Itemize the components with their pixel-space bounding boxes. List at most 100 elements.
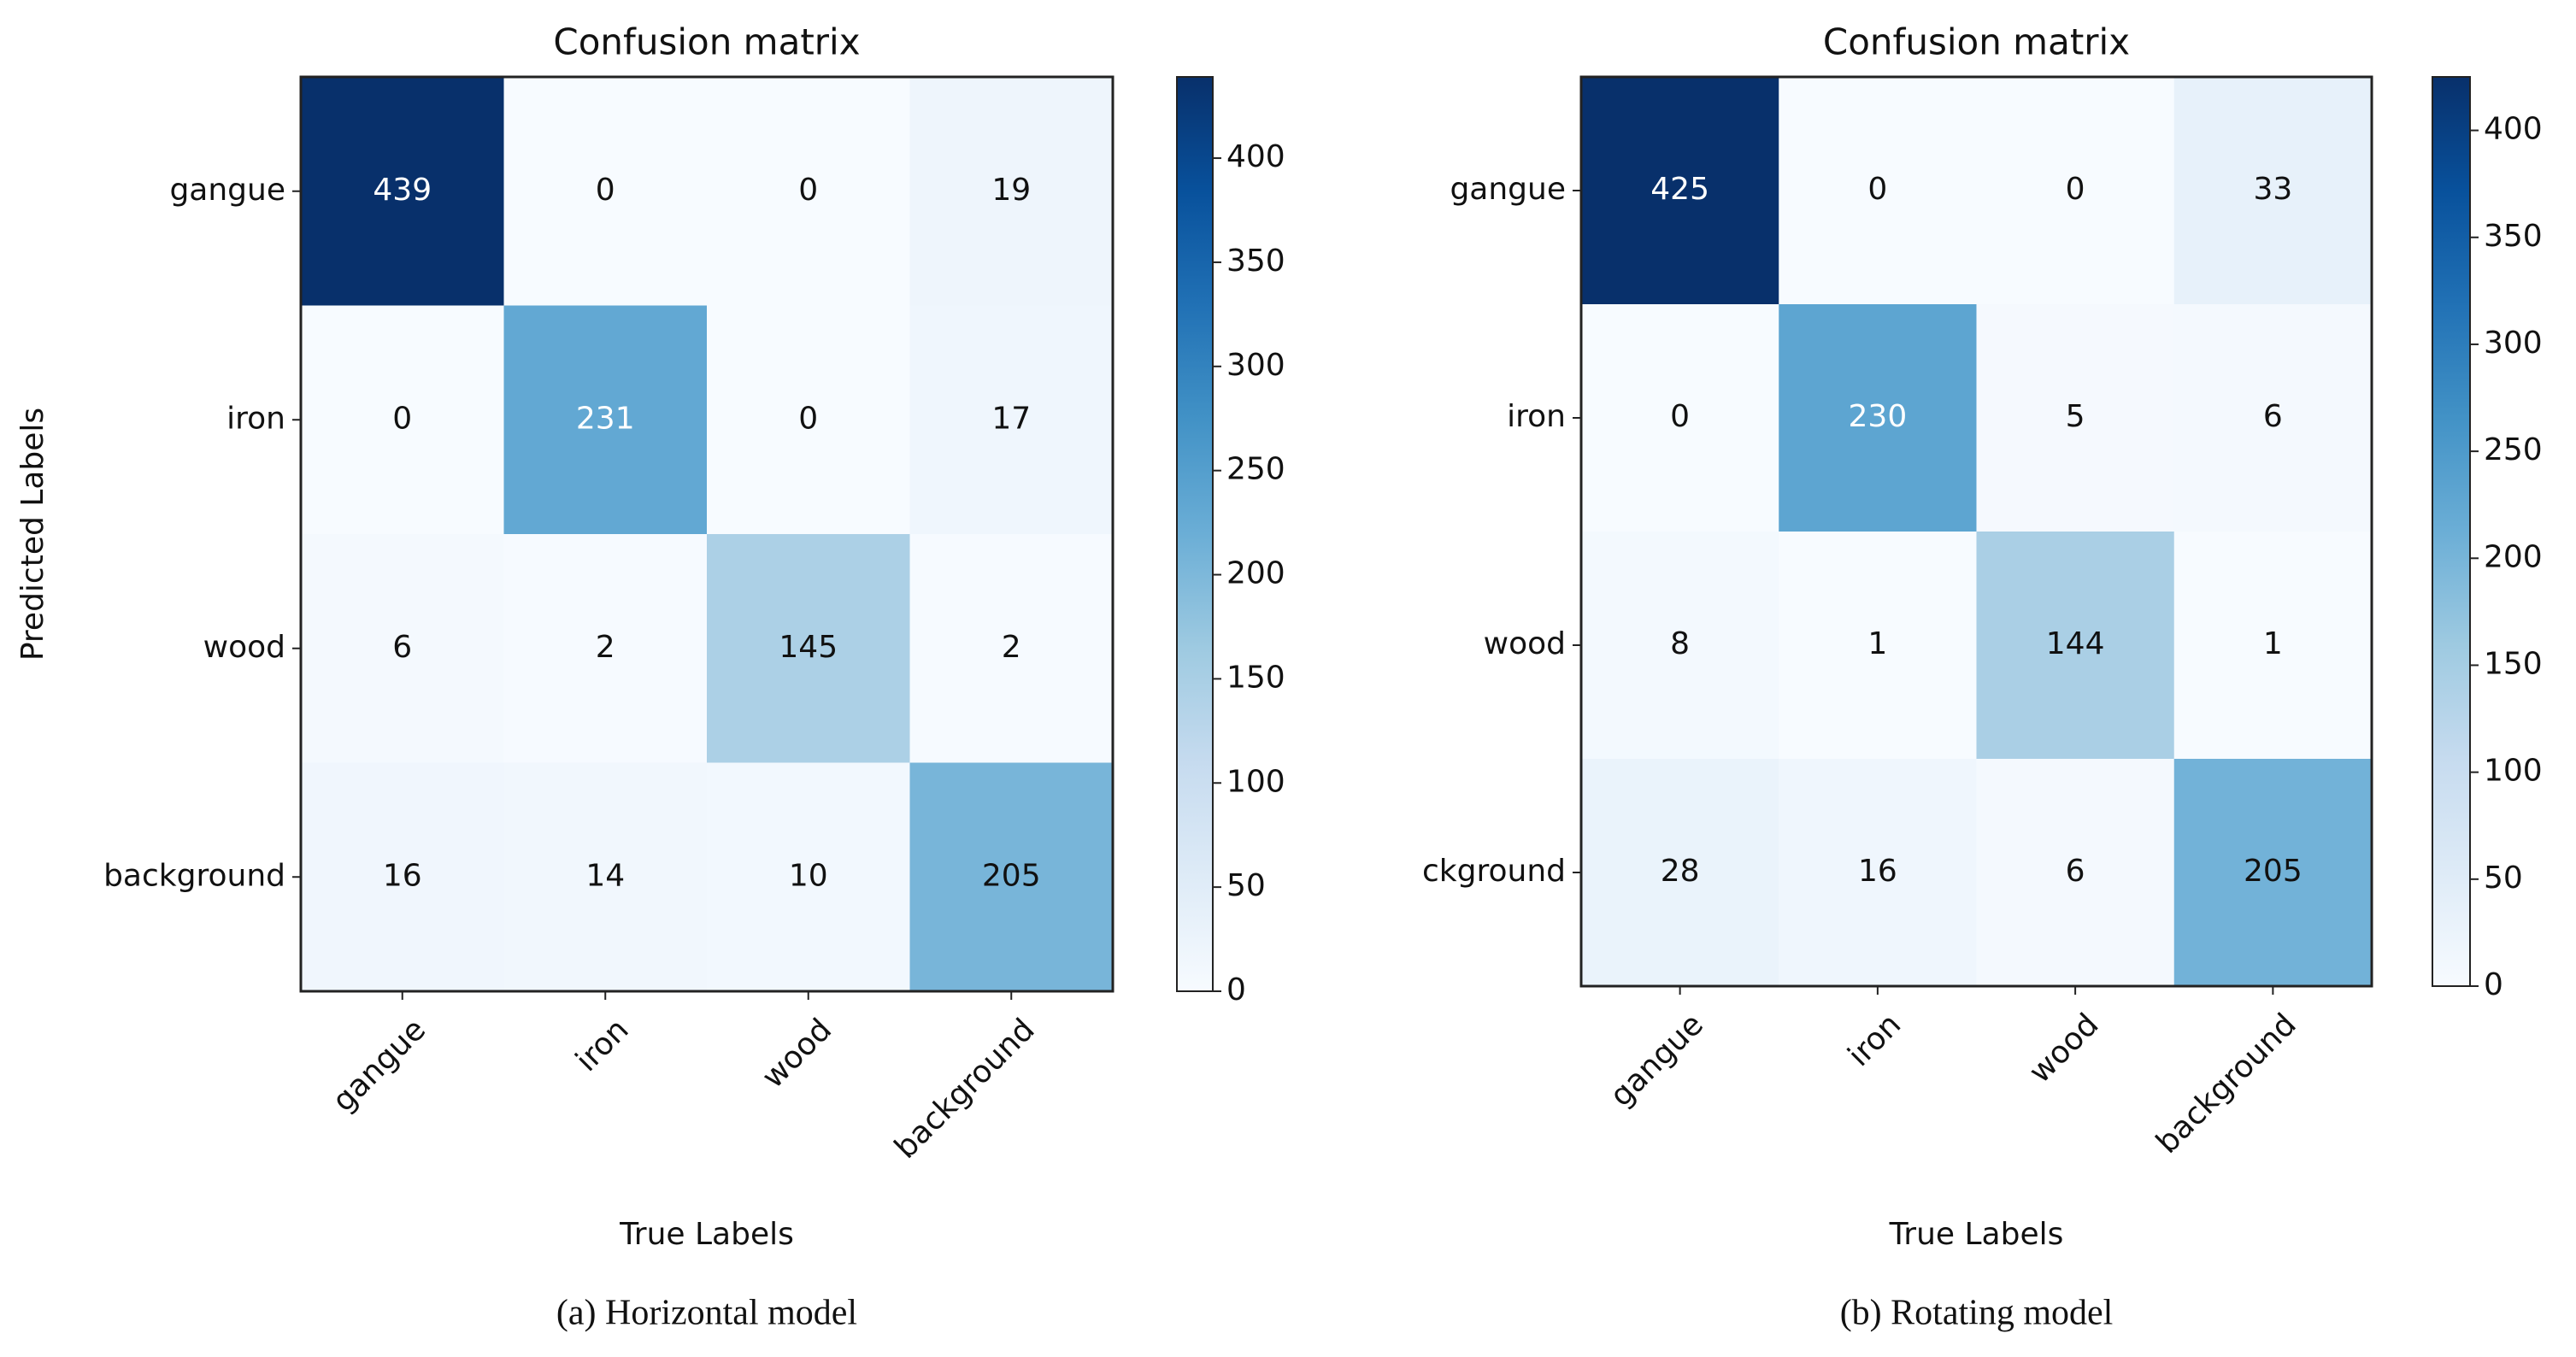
- heatmap-cell: [503, 77, 708, 306]
- cell-label: 0: [798, 401, 818, 436]
- x-tick-label: gangue: [326, 1012, 432, 1119]
- caption: (b) Rotating model: [1840, 1294, 2114, 1333]
- cell-label: 1: [2263, 626, 2283, 661]
- heatmap-cell: [503, 305, 708, 535]
- heatmap-cell: [1581, 77, 1779, 305]
- caption: (a) Horizontal model: [556, 1294, 857, 1333]
- heatmap-cell: [707, 762, 910, 992]
- cell-label: 2: [596, 630, 615, 665]
- heatmap-cell: [909, 77, 1114, 306]
- heatmap-cell: [1581, 759, 1779, 987]
- plot-frame: [299, 75, 1115, 993]
- cell-label: 1: [1867, 626, 1887, 661]
- heatmap-cell: [1779, 77, 1977, 305]
- x-axis-label: True Labels: [1889, 1217, 2064, 1252]
- cell-label: 144: [2046, 626, 2105, 661]
- heatmap-cell: [707, 534, 910, 763]
- cell-label: 19: [991, 173, 1031, 208]
- cell-label: 205: [982, 858, 1041, 893]
- x-axis-label: True Labels: [619, 1217, 794, 1252]
- x-tick-label: background: [2150, 1007, 2303, 1160]
- colorbar-tick-label: 50: [2484, 861, 2523, 896]
- colorbar-tick-label: 0: [2484, 967, 2503, 1002]
- heatmap-cell: [1779, 759, 1977, 987]
- cell-label: 33: [2253, 172, 2292, 207]
- plot-frame: [1579, 75, 2373, 988]
- cell-label: 14: [585, 858, 625, 893]
- heatmap-cell: [1581, 304, 1779, 532]
- heatmap-cell: [707, 305, 910, 535]
- cell-label: 0: [392, 401, 412, 436]
- x-tick-label: iron: [1842, 1007, 1908, 1073]
- heatmap-cell: [503, 534, 708, 763]
- y-tick-label: gangue: [169, 173, 285, 208]
- colorbar-tick-label: 100: [1226, 764, 1285, 799]
- y-tick-label: wood: [203, 630, 285, 665]
- chart-title: Confusion matrix: [553, 21, 860, 63]
- cell-label: 10: [789, 858, 828, 893]
- heatmap-cell: [1779, 532, 1977, 760]
- cell-label: 0: [798, 173, 818, 208]
- cell-label: 0: [1670, 399, 1690, 434]
- colorbar-tick-label: 50: [1226, 868, 1266, 903]
- cell-label: 8: [1670, 626, 1690, 661]
- chart-title: Confusion matrix: [1823, 21, 2130, 63]
- colorbar-tick-label: 300: [2484, 326, 2543, 361]
- cell-label: 230: [1849, 399, 1908, 434]
- heatmap-cell: [1581, 532, 1779, 760]
- y-tick-label: background: [103, 858, 285, 893]
- x-tick-label: wood: [2022, 1007, 2105, 1090]
- x-tick-label: background: [888, 1012, 1042, 1166]
- colorbar-tick-label: 350: [2484, 219, 2543, 254]
- heatmap-cell: [909, 534, 1114, 763]
- cell-label: 16: [383, 858, 422, 893]
- y-tick-label: ckground: [1422, 854, 1566, 889]
- heatmap-cell: [707, 77, 910, 306]
- y-tick-label: wood: [1484, 626, 1566, 661]
- heatmap-cell: [2173, 77, 2373, 305]
- heatmap-cell: [301, 77, 504, 306]
- heatmap-cell: [1976, 532, 2175, 760]
- cell-label: 231: [576, 401, 635, 436]
- cell-label: 5: [2066, 399, 2085, 434]
- colorbar-tick-label: 400: [2484, 112, 2543, 147]
- colorbar-tick-label: 150: [2484, 646, 2543, 681]
- heatmap-cell: [2173, 759, 2373, 987]
- heatmap-cell: [1976, 759, 2175, 987]
- cell-label: 28: [1661, 854, 1700, 889]
- x-tick-label: gangue: [1603, 1007, 1710, 1113]
- heatmap-cell: [909, 305, 1114, 535]
- cell-label: 17: [991, 401, 1031, 436]
- y-axis-label: Predicted Labels: [15, 408, 50, 661]
- cell-label: 2: [1002, 630, 1021, 665]
- colorbar-tick-label: 350: [1226, 244, 1285, 279]
- heatmap-cell: [2173, 532, 2373, 760]
- cell-label: 6: [2066, 854, 2085, 889]
- cell-label: 145: [779, 630, 838, 665]
- heatmap-cell: [2173, 304, 2373, 532]
- heatmap-cell: [301, 762, 504, 992]
- cell-label: 0: [1867, 172, 1887, 207]
- cell-label: 6: [392, 630, 412, 665]
- colorbar-tick-label: 200: [2484, 539, 2543, 574]
- heatmap-cell: [1779, 304, 1977, 532]
- cell-label: 205: [2244, 854, 2303, 889]
- heatmap-cell: [909, 762, 1114, 992]
- colorbar-tick-label: 0: [1226, 972, 1246, 1007]
- colorbar-tick-label: 400: [1226, 139, 1285, 174]
- cell-label: 16: [1858, 854, 1897, 889]
- heatmap-cell: [301, 305, 504, 535]
- heatmap-cell: [1976, 304, 2175, 532]
- colorbar-tick-label: 150: [1226, 660, 1285, 695]
- x-tick-label: iron: [569, 1012, 636, 1078]
- heatmap-cell: [1976, 77, 2175, 305]
- cell-label: 425: [1650, 172, 1709, 207]
- cell-label: 6: [2263, 399, 2283, 434]
- colorbar-tick-label: 200: [1226, 556, 1285, 591]
- colorbar-tick-label: 250: [2484, 432, 2543, 467]
- y-tick-label: gangue: [1450, 172, 1566, 207]
- colorbar-tick-label: 300: [1226, 348, 1285, 383]
- colorbar: [1176, 76, 1214, 992]
- colorbar: [2432, 76, 2471, 987]
